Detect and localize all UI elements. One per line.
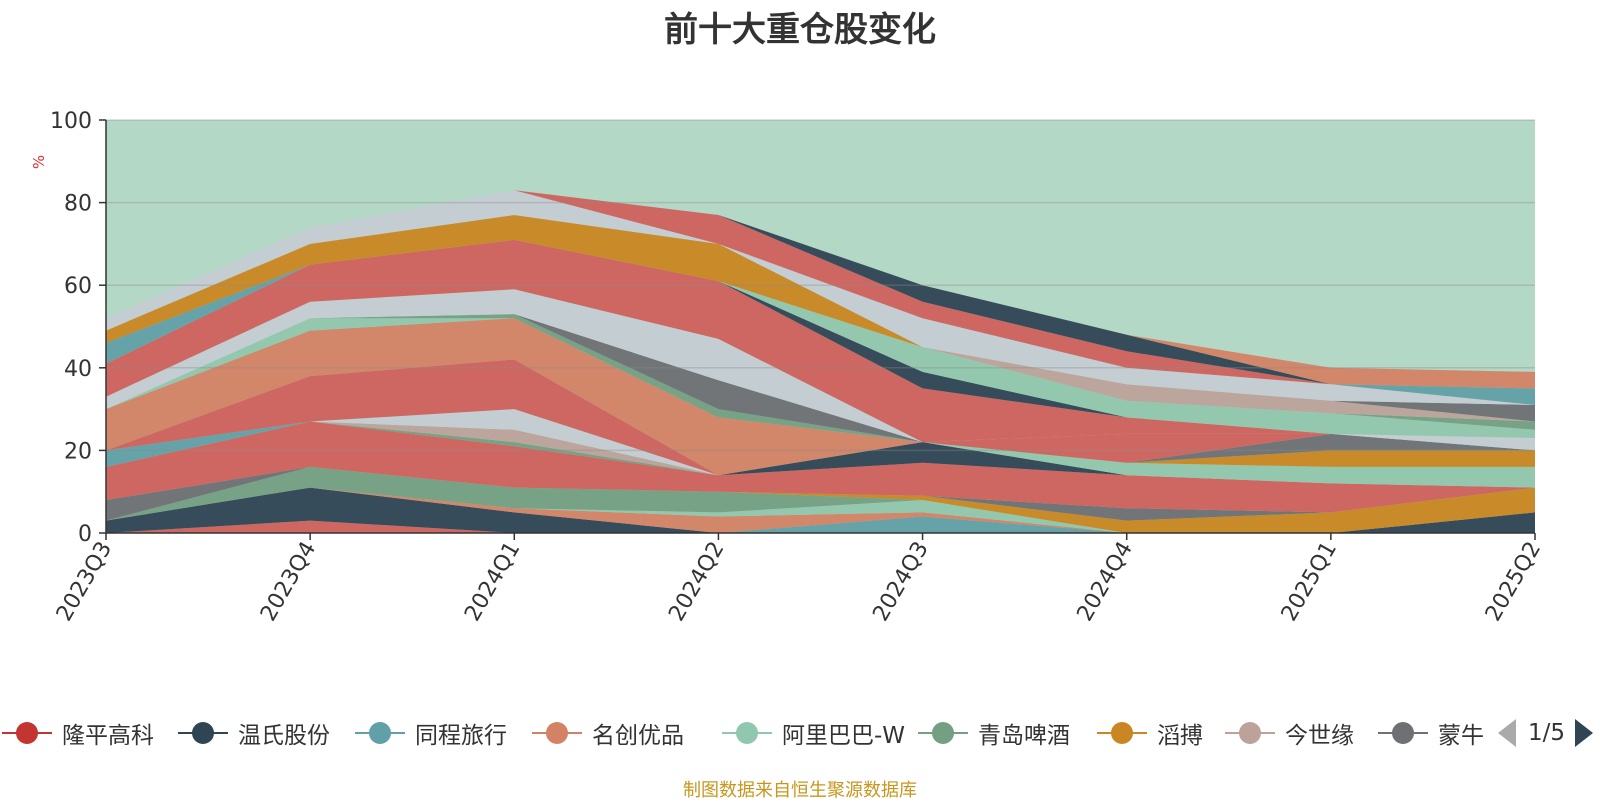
area-band (106, 466, 1535, 533)
area-band (106, 190, 1535, 405)
legend-page-indicator: 1/5 (1528, 720, 1566, 746)
area-band (106, 421, 1535, 476)
legend-item[interactable]: 温氏股份 (178, 716, 330, 750)
x-tick-label: 2024Q4 (1073, 538, 1138, 626)
legend-item[interactable]: 隆平高科 (2, 716, 154, 750)
legend-item-label: 阿里巴巴-W (782, 723, 906, 749)
area-band (106, 409, 1535, 476)
legend-item[interactable]: 名创优品 (532, 716, 684, 750)
legend-item[interactable]: 同程旅行 (355, 716, 507, 750)
source-note: 制图数据来自恒生聚源数据库 (683, 780, 917, 801)
legend-marker-icon (722, 716, 772, 750)
area-band (106, 487, 1535, 533)
legend-item-label: 蒙牛 (1438, 723, 1484, 749)
legend-item[interactable]: 青岛啤酒 (918, 716, 1070, 750)
legend-item-label: 同程旅行 (415, 723, 507, 749)
y-tick-label: 20 (64, 439, 92, 464)
area-band (106, 314, 1535, 443)
area-band (106, 421, 1535, 476)
y-axis-label: % (30, 155, 48, 169)
legend-item-label: 温氏股份 (238, 723, 330, 749)
area-band (106, 421, 1535, 476)
area-band (106, 359, 1535, 476)
y-tick-label: 60 (64, 274, 92, 299)
legend-item-label: 隆平高科 (62, 723, 154, 749)
area-band (106, 421, 1535, 513)
legend-item[interactable]: 今世缘 (1225, 716, 1354, 750)
legend-marker-icon (178, 716, 228, 750)
legend-item[interactable]: 滔搏 (1097, 716, 1203, 750)
legend-marker-icon (1378, 716, 1428, 750)
x-tick-label: 2025Q1 (1277, 538, 1342, 626)
legend: 隆平高科 温氏股份 同程旅行 名创优品 阿里巴巴-W 青岛啤酒 滔搏 今世缘 蒙牛 (0, 716, 1600, 756)
legend-marker-icon (532, 716, 582, 750)
x-tick-label: 2024Q2 (664, 538, 729, 626)
x-tick-label: 2025Q2 (1481, 538, 1546, 626)
legend-item-label: 青岛啤酒 (978, 723, 1070, 749)
legend-item-label: 名创优品 (592, 723, 684, 749)
legend-item-label: 滔搏 (1157, 723, 1203, 749)
legend-prev-icon[interactable] (1498, 719, 1516, 747)
y-tick-label: 80 (64, 192, 92, 217)
area-band (106, 239, 1535, 438)
legend-marker-icon (918, 716, 968, 750)
x-tick-label: 2023Q4 (256, 538, 321, 626)
legend-item-label: 今世缘 (1285, 723, 1354, 749)
x-tick-label: 2023Q3 (52, 538, 117, 626)
legend-next-icon[interactable] (1575, 719, 1594, 747)
area-band (106, 318, 1535, 476)
y-tick-label: 40 (64, 357, 92, 382)
stacked-area-chart: 0 20 40 60 80 100 2023Q3 2023Q4 2024Q1 2024Q2 2024… (30, 109, 1546, 626)
y-tick-label: 100 (50, 109, 92, 134)
area-band (106, 520, 1535, 533)
area-band (106, 421, 1535, 488)
legend-item[interactable]: 阿里巴巴-W (722, 716, 905, 750)
legend-marker-icon (2, 716, 52, 750)
area-band (106, 239, 1535, 443)
legend-pager: 1/5 (1498, 716, 1594, 750)
x-tick-label: 2024Q1 (460, 538, 525, 626)
x-tick-label: 2024Q3 (868, 538, 933, 626)
legend-marker-icon (1097, 716, 1147, 750)
chart-title: 前十大重仓股变化 (664, 10, 936, 50)
area-band (106, 487, 1535, 533)
area-band (106, 466, 1535, 533)
y-tick-label: 0 (78, 522, 92, 547)
area-band (106, 487, 1535, 533)
legend-marker-icon (355, 716, 405, 750)
legend-marker-icon (1225, 716, 1275, 750)
legend-item[interactable]: 蒙牛 (1378, 716, 1484, 750)
